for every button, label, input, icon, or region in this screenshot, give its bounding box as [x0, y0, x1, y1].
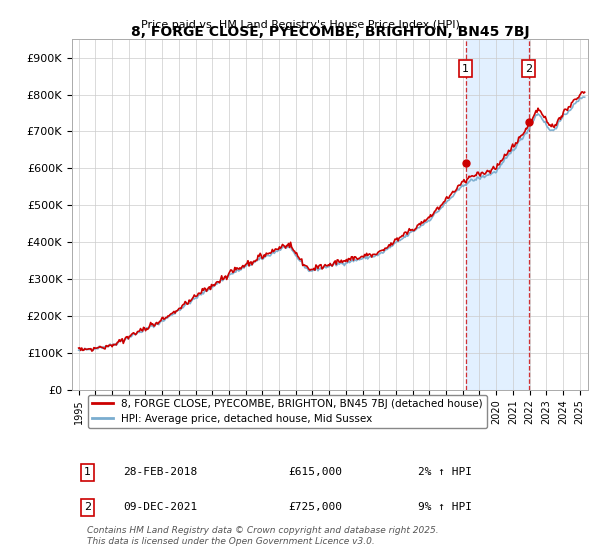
Text: 2: 2: [525, 64, 532, 74]
Text: Price paid vs. HM Land Registry's House Price Index (HPI): Price paid vs. HM Land Registry's House …: [140, 20, 460, 30]
Text: 1: 1: [84, 468, 91, 477]
Text: £615,000: £615,000: [289, 468, 343, 477]
Title: 8, FORGE CLOSE, PYECOMBE, BRIGHTON, BN45 7BJ: 8, FORGE CLOSE, PYECOMBE, BRIGHTON, BN45…: [131, 25, 529, 39]
Text: Contains HM Land Registry data © Crown copyright and database right 2025.
This d: Contains HM Land Registry data © Crown c…: [88, 526, 439, 545]
Text: 2: 2: [84, 502, 91, 512]
Text: 9% ↑ HPI: 9% ↑ HPI: [418, 502, 472, 512]
Text: 1: 1: [462, 64, 469, 74]
Legend: 8, FORGE CLOSE, PYECOMBE, BRIGHTON, BN45 7BJ (detached house), HPI: Average pric: 8, FORGE CLOSE, PYECOMBE, BRIGHTON, BN45…: [88, 395, 487, 428]
Text: £725,000: £725,000: [289, 502, 343, 512]
Bar: [466, 39, 529, 390]
Text: 09-DEC-2021: 09-DEC-2021: [124, 502, 198, 512]
Text: 2% ↑ HPI: 2% ↑ HPI: [418, 468, 472, 477]
Text: 28-FEB-2018: 28-FEB-2018: [124, 468, 198, 477]
